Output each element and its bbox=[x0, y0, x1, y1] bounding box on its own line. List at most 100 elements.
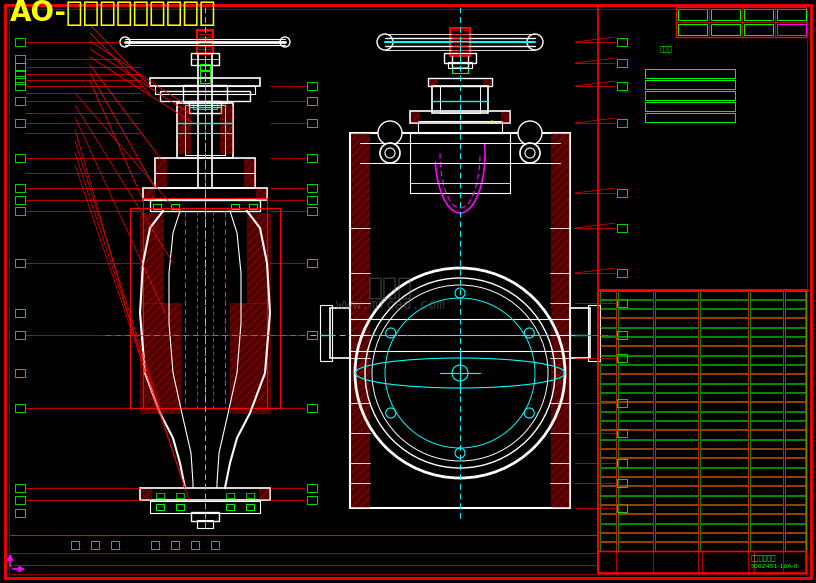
Bar bbox=[618, 477, 653, 485]
Bar bbox=[645, 102, 735, 111]
Bar bbox=[600, 337, 615, 346]
Bar bbox=[784, 440, 805, 448]
Bar bbox=[307, 154, 317, 162]
Bar bbox=[156, 159, 166, 187]
Bar bbox=[699, 384, 747, 392]
Bar bbox=[618, 290, 653, 299]
Text: 5002451-10A-0: 5002451-10A-0 bbox=[751, 564, 799, 570]
Bar bbox=[91, 541, 99, 549]
Bar bbox=[750, 290, 783, 299]
Bar bbox=[645, 80, 735, 89]
Bar bbox=[307, 184, 317, 192]
Bar bbox=[350, 133, 570, 508]
Bar bbox=[617, 269, 627, 277]
Bar bbox=[784, 365, 805, 373]
Bar bbox=[618, 496, 653, 504]
Bar bbox=[699, 458, 747, 466]
Bar bbox=[350, 319, 570, 351]
Bar bbox=[320, 305, 332, 361]
Text: 标题栏: 标题栏 bbox=[660, 45, 672, 52]
Bar bbox=[699, 542, 747, 550]
Bar bbox=[744, 9, 773, 20]
Bar bbox=[143, 198, 267, 408]
Bar bbox=[750, 356, 783, 364]
Bar bbox=[699, 337, 747, 346]
Bar bbox=[15, 70, 25, 78]
Bar bbox=[418, 121, 502, 133]
Bar bbox=[600, 402, 615, 410]
Bar bbox=[411, 112, 419, 122]
Bar bbox=[200, 64, 210, 70]
Bar bbox=[750, 533, 783, 541]
Bar bbox=[654, 384, 698, 392]
Bar bbox=[750, 496, 783, 504]
Bar bbox=[617, 189, 627, 197]
Bar bbox=[143, 188, 267, 200]
Bar bbox=[330, 308, 350, 358]
Bar bbox=[600, 309, 615, 318]
Bar bbox=[654, 524, 698, 532]
Circle shape bbox=[520, 143, 540, 163]
Bar bbox=[784, 309, 805, 318]
Bar bbox=[654, 374, 698, 382]
Bar bbox=[699, 328, 747, 336]
Bar bbox=[171, 204, 179, 209]
Bar bbox=[15, 82, 25, 90]
Bar bbox=[750, 440, 783, 448]
Bar bbox=[699, 533, 747, 541]
Bar bbox=[750, 542, 783, 550]
Bar bbox=[678, 24, 707, 35]
Bar bbox=[600, 440, 615, 448]
Bar bbox=[307, 259, 317, 267]
Bar bbox=[428, 78, 492, 86]
Bar bbox=[784, 384, 805, 392]
Bar bbox=[699, 449, 747, 457]
Bar bbox=[600, 524, 615, 532]
Bar bbox=[654, 477, 698, 485]
Bar bbox=[654, 505, 698, 513]
Bar bbox=[699, 477, 747, 485]
Bar bbox=[784, 346, 805, 354]
Bar bbox=[654, 365, 698, 373]
Bar bbox=[432, 86, 488, 113]
Bar bbox=[784, 300, 805, 308]
Bar bbox=[226, 493, 234, 498]
Bar bbox=[618, 514, 653, 522]
Bar bbox=[617, 224, 627, 232]
Bar bbox=[784, 337, 805, 346]
Bar bbox=[618, 524, 653, 532]
Bar bbox=[15, 63, 25, 71]
Bar bbox=[410, 111, 510, 123]
Bar bbox=[155, 158, 255, 188]
Bar bbox=[197, 30, 213, 54]
Bar bbox=[176, 493, 184, 498]
Bar bbox=[618, 468, 653, 476]
Bar bbox=[618, 318, 653, 327]
Bar bbox=[784, 514, 805, 522]
Bar bbox=[784, 496, 805, 504]
Bar bbox=[654, 533, 698, 541]
Bar bbox=[676, 7, 806, 37]
Bar bbox=[130, 208, 280, 408]
Bar bbox=[744, 24, 773, 35]
Bar bbox=[156, 493, 164, 498]
Bar bbox=[699, 374, 747, 382]
Bar bbox=[654, 514, 698, 522]
Bar bbox=[570, 308, 590, 358]
Bar bbox=[699, 300, 747, 308]
Bar bbox=[750, 309, 783, 318]
Bar bbox=[600, 328, 615, 336]
Bar bbox=[15, 309, 25, 317]
Bar bbox=[193, 103, 217, 109]
Bar bbox=[230, 303, 270, 413]
Bar bbox=[200, 77, 210, 83]
Bar bbox=[15, 484, 25, 492]
Bar bbox=[440, 86, 480, 113]
Bar bbox=[15, 184, 25, 192]
Bar bbox=[351, 133, 369, 507]
Bar bbox=[150, 501, 260, 513]
Bar bbox=[654, 393, 698, 401]
Bar bbox=[699, 505, 747, 513]
Bar bbox=[600, 374, 615, 382]
Bar bbox=[600, 505, 615, 513]
